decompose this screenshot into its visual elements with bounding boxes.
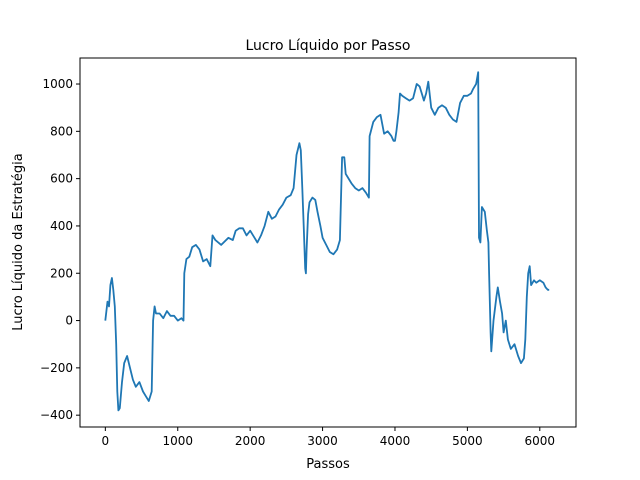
y-tick-label: 400 — [50, 219, 73, 233]
y-tick-label: −200 — [40, 361, 73, 375]
y-tick-label: −400 — [40, 408, 73, 422]
x-tick-label: 1000 — [162, 434, 193, 448]
y-tick-label: 800 — [50, 124, 73, 138]
x-tick-label: 2000 — [235, 434, 266, 448]
y-axis-label: Lucro Líquido da Estratégia — [11, 153, 26, 331]
x-tick-label: 4000 — [380, 434, 411, 448]
y-tick-label: 0 — [65, 314, 73, 328]
x-tick-label: 0 — [102, 434, 110, 448]
plot-area: 0 1000 2000 3000 4000 5000 6000 −400 −200 0 200 400… — [40, 57, 577, 448]
y-tick-label: 1000 — [42, 77, 73, 91]
series-line-0 — [104, 71, 550, 412]
y-tick-label: 200 — [50, 266, 73, 280]
y-tick-label: 600 — [50, 172, 73, 186]
plot-frame — [79, 57, 577, 428]
x-tick-label: 5000 — [452, 434, 483, 448]
x-axis-label: Passos — [306, 457, 350, 472]
x-tick-label: 6000 — [525, 434, 556, 448]
chart-title: Lucro Líquido por Passo — [245, 38, 410, 54]
x-tick-label: 3000 — [307, 434, 338, 448]
